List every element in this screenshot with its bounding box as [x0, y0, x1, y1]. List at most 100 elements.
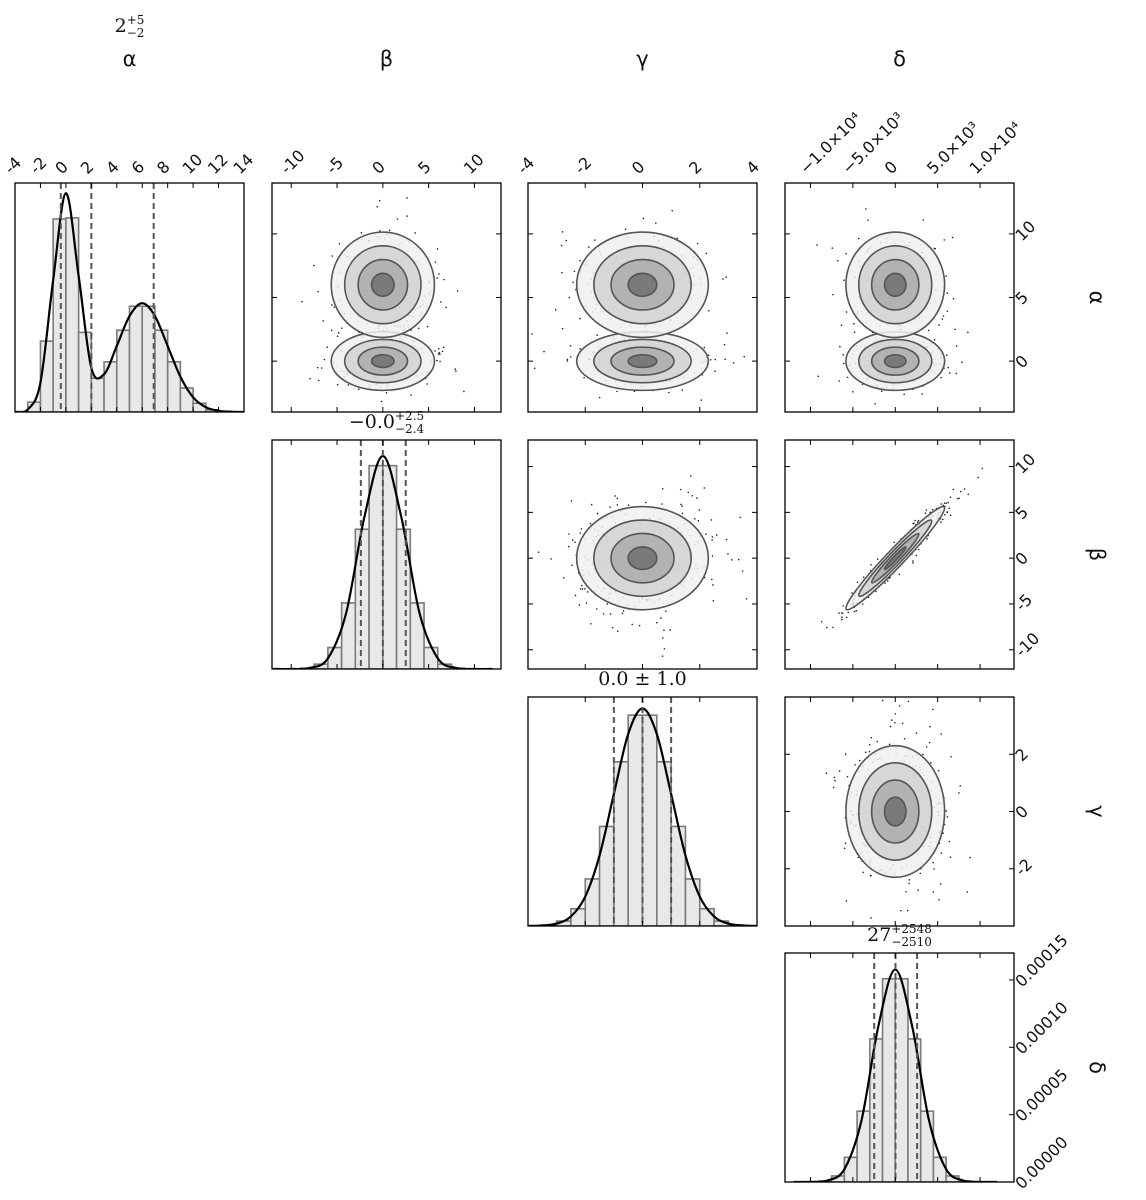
sample-dot: [568, 296, 571, 299]
sample-dot: [662, 637, 664, 639]
sample-dot: [616, 504, 619, 506]
sample-dot: [661, 488, 664, 490]
sample-dot: [388, 229, 391, 232]
sample-dot: [378, 199, 381, 202]
sample-dot: [590, 503, 593, 506]
sample-dot: [831, 247, 834, 249]
sample-dot: [841, 616, 843, 618]
sample-dot: [336, 383, 339, 386]
hist-bar: [340, 602, 357, 669]
hist-bar: [179, 387, 194, 412]
sample-dot: [455, 370, 457, 372]
sample-dot: [932, 891, 935, 893]
sample-dot: [322, 320, 324, 322]
sample-dot: [606, 603, 609, 605]
sample-dot: [333, 306, 336, 308]
sample-dot: [955, 345, 958, 347]
sample-dot: [857, 237, 860, 240]
sample-dot: [889, 725, 892, 728]
sample-dot: [901, 722, 904, 725]
sample-dot: [888, 743, 891, 746]
sample-dot: [981, 467, 984, 470]
panel-frame: [784, 439, 1015, 670]
summary-minus: −2: [127, 26, 145, 40]
sample-dot: [697, 519, 700, 522]
sample-dot: [596, 334, 599, 336]
sample-dot: [602, 613, 605, 615]
sample-dot: [436, 248, 439, 250]
sample-dot: [581, 588, 584, 590]
sample-dot: [543, 350, 545, 353]
sample-dot: [917, 548, 920, 551]
sample-dot: [948, 507, 950, 510]
sample-dot: [309, 377, 311, 380]
sample-dot: [561, 271, 563, 274]
sample-dot: [739, 516, 742, 519]
sample-dot: [839, 345, 841, 348]
sample-dot: [566, 358, 569, 361]
sample-dot: [915, 554, 918, 557]
sample-dot: [836, 259, 839, 262]
sample-dot: [574, 541, 576, 543]
sample-dot: [537, 551, 540, 553]
sample-dot: [958, 497, 960, 500]
sample-dot: [579, 532, 582, 534]
sample-dot: [681, 505, 683, 507]
sample-dot: [660, 617, 662, 619]
sample-dot: [926, 537, 928, 540]
sample-dot: [732, 361, 735, 364]
sample-dot: [330, 329, 333, 332]
sample-dot: [908, 879, 911, 881]
hist-bar: [90, 377, 105, 412]
sample-dot: [456, 290, 459, 292]
hist-bar: [128, 305, 144, 412]
y-tick-label: 10: [1011, 217, 1039, 245]
sample-dot: [533, 367, 536, 370]
joint-panel: [820, 467, 984, 629]
sample-dot: [707, 354, 710, 357]
panel-frame: [14, 182, 245, 413]
x-tick-label: 10: [179, 150, 207, 178]
sample-dot: [845, 311, 848, 313]
sample-dot: [380, 400, 383, 403]
sample-dot: [585, 602, 588, 604]
sample-dot: [705, 533, 707, 535]
sample-dot: [689, 475, 692, 477]
hist-bar: [641, 714, 658, 926]
sample-dot: [708, 310, 710, 312]
density-contour: [883, 353, 907, 369]
sample-dot: [565, 239, 568, 242]
sample-dot: [338, 242, 341, 245]
sample-dot: [884, 582, 886, 584]
sample-dot: [340, 327, 343, 329]
sample-dot: [905, 890, 907, 893]
sample-dot: [853, 331, 856, 334]
hist-bar: [598, 825, 615, 926]
sample-dot: [663, 647, 666, 650]
sample-dot: [578, 604, 581, 606]
sample-dot: [933, 338, 936, 341]
sample-dot: [588, 246, 590, 248]
sample-dot: [569, 356, 572, 358]
sample-dot: [922, 753, 924, 756]
density-contour: [883, 796, 907, 827]
sample-dot: [664, 610, 667, 612]
sample-dot: [908, 882, 910, 885]
x-tick-label: 2: [685, 157, 706, 178]
hist-bar: [670, 825, 687, 926]
sample-dot: [841, 612, 843, 614]
sample-dot: [943, 239, 946, 241]
sample-dot: [698, 509, 701, 511]
sample-dot: [711, 555, 714, 557]
sample-dot: [925, 746, 928, 748]
sample-dot: [437, 347, 440, 350]
sample-dot: [737, 558, 740, 561]
sample-dot: [946, 354, 948, 357]
sample-dot: [741, 570, 744, 572]
sample-dot: [668, 391, 670, 394]
sample-dot: [573, 270, 576, 273]
joint-panel: [528, 209, 746, 401]
sample-dot: [712, 599, 715, 602]
histogram-panel: [528, 697, 757, 926]
